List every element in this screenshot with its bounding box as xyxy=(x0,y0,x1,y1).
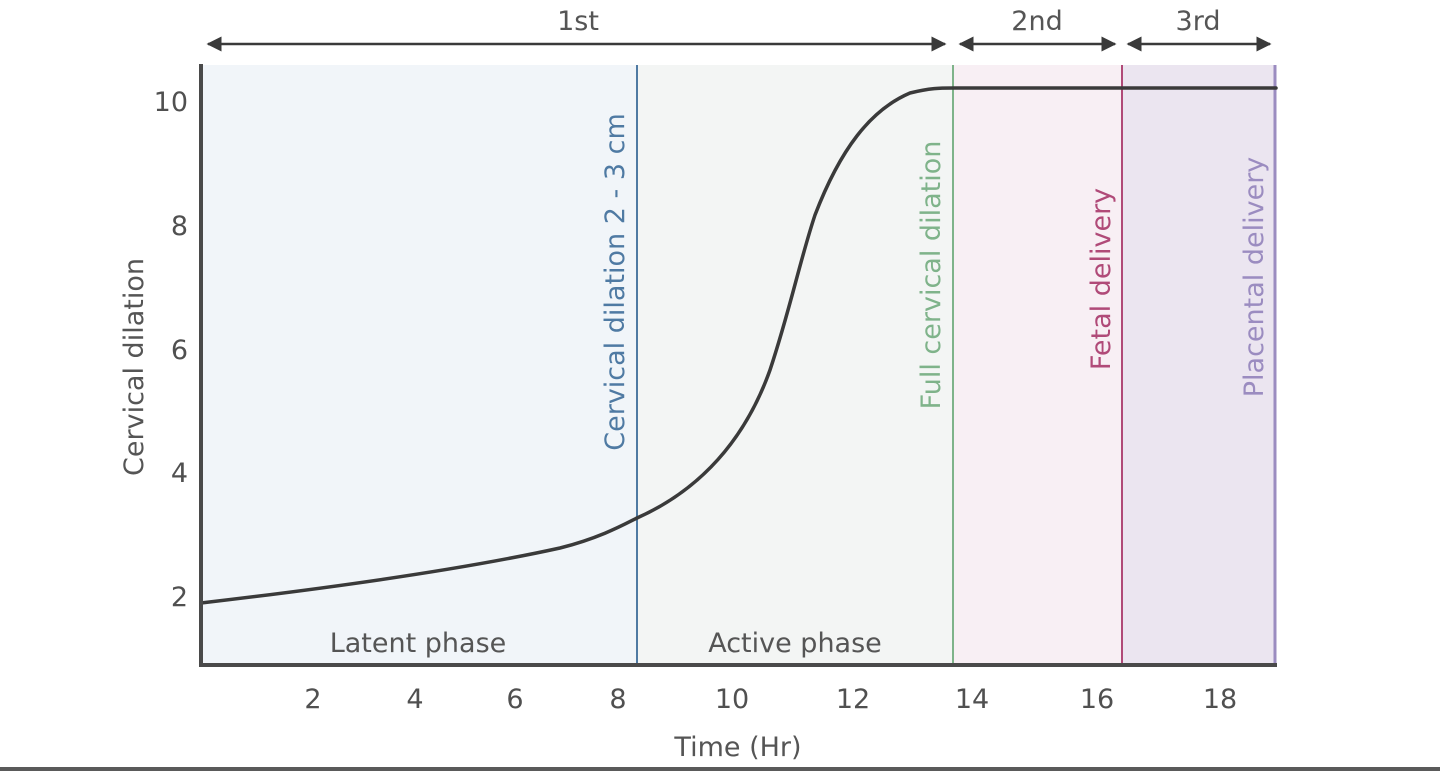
active-phase-label: Active phase xyxy=(708,628,882,659)
y-tick-4: 4 xyxy=(171,458,188,489)
bottom-edge-bar xyxy=(0,767,1440,771)
marker-label-dilation-2-3cm: Cervical dilation 2 - 3 cm xyxy=(600,113,631,451)
y-tick-10: 10 xyxy=(154,87,188,118)
y-tick-2: 2 xyxy=(171,582,188,613)
stage-2-label: 2nd xyxy=(1011,6,1062,37)
marker-label-full-dilation: Full cervical dilation xyxy=(916,141,947,410)
dilation-curve xyxy=(199,86,1278,605)
x-tick-14: 14 xyxy=(955,684,989,715)
x-tick-2: 2 xyxy=(304,684,321,715)
x-tick-18: 18 xyxy=(1203,684,1237,715)
x-tick-10: 10 xyxy=(715,684,749,715)
marker-label-placental-delivery: Placental delivery xyxy=(1239,157,1270,398)
third-stage-region xyxy=(1122,65,1275,665)
stage-1-label: 1st xyxy=(557,6,599,37)
x-tick-16: 16 xyxy=(1080,684,1114,715)
x-tick-12: 12 xyxy=(836,684,870,715)
x-tick-6: 6 xyxy=(506,684,523,715)
latent-phase-label: Latent phase xyxy=(330,628,507,659)
stage-3-label: 3rd xyxy=(1176,6,1221,37)
second-stage-region xyxy=(953,65,1122,665)
x-tick-8: 8 xyxy=(609,684,626,715)
active-phase-region xyxy=(637,65,953,665)
x-tick-4: 4 xyxy=(406,684,423,715)
x-axis-title: Time (Hr) xyxy=(673,732,801,763)
y-axis-title: Cervical dilation xyxy=(119,258,150,476)
latent-phase-region xyxy=(201,65,637,665)
y-tick-8: 8 xyxy=(171,211,188,242)
y-tick-6: 6 xyxy=(171,335,188,366)
marker-label-fetal-delivery: Fetal delivery xyxy=(1086,188,1117,370)
